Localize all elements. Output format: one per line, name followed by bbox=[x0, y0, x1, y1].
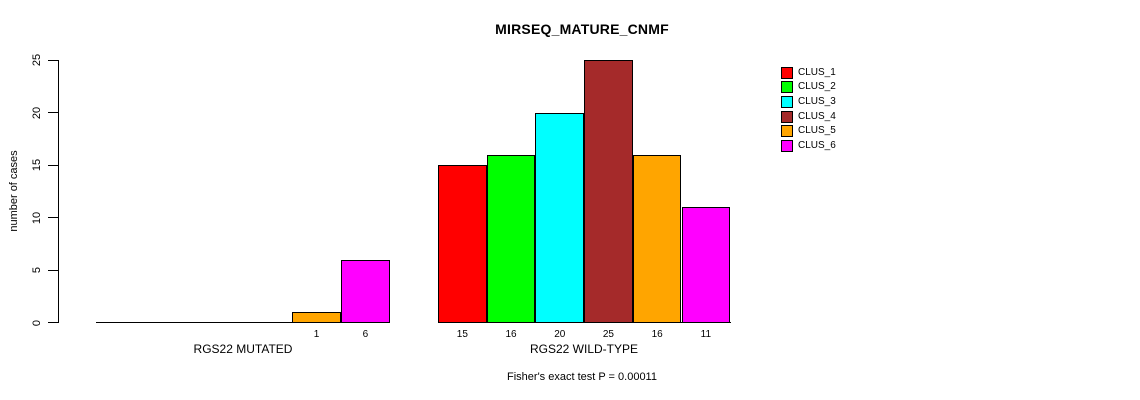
bar-value-label: 11 bbox=[700, 329, 712, 340]
legend-item-clus-5: CLUS_5 bbox=[781, 124, 836, 138]
bar-clus-6-group-0 bbox=[341, 259, 390, 323]
y-axis-tick-label: 15 bbox=[31, 158, 43, 172]
legend-item-clus-3: CLUS_3 bbox=[781, 95, 836, 109]
bar-clus-4-group-1 bbox=[584, 60, 633, 323]
y-axis-label: number of cases bbox=[8, 150, 20, 232]
legend-swatch-clus-4 bbox=[781, 110, 793, 123]
group-label-mutated: RGS22 MUTATED bbox=[193, 342, 293, 356]
legend-item-clus-6: CLUS_6 bbox=[781, 139, 836, 153]
y-axis-tick bbox=[48, 269, 59, 271]
legend-swatch-clus-6 bbox=[781, 139, 793, 152]
bar-value-label: 20 bbox=[554, 329, 566, 340]
bar-value-label: 25 bbox=[602, 329, 614, 340]
legend-label: CLUS_3 bbox=[798, 95, 836, 107]
y-axis-tick-label: 5 bbox=[31, 266, 43, 274]
y-axis-tick-label: 10 bbox=[31, 211, 43, 224]
legend-swatch-clus-2 bbox=[781, 81, 793, 94]
y-axis-tick bbox=[48, 217, 59, 218]
chart-title: MIRSEQ_MATURE_CNMF bbox=[495, 21, 669, 37]
y-axis-tick bbox=[48, 164, 59, 166]
group-label-wild-type: RGS22 WILD-TYPE bbox=[529, 342, 639, 356]
legend-label: CLUS_5 bbox=[798, 125, 836, 137]
bar-value-label: 16 bbox=[505, 329, 517, 340]
bar-clus-5-group-0 bbox=[292, 312, 341, 323]
legend-label: CLUS_2 bbox=[798, 81, 836, 93]
legend-item-clus-1: CLUS_1 bbox=[781, 66, 836, 80]
legend-swatch-clus-3 bbox=[781, 95, 793, 108]
legend-item-clus-2: CLUS_2 bbox=[781, 80, 836, 94]
y-axis-tick bbox=[48, 322, 59, 323]
legend-item-clus-4: CLUS_4 bbox=[781, 110, 836, 124]
y-axis-tick-label: 0 bbox=[31, 319, 43, 326]
legend-label: CLUS_1 bbox=[798, 66, 836, 78]
bar-clus-5-group-1 bbox=[632, 154, 682, 323]
bar-clus-3-group-1 bbox=[535, 112, 585, 323]
bar-clus-2-group-1 bbox=[486, 154, 536, 323]
y-axis-tick-label: 25 bbox=[31, 53, 43, 67]
bar-value-label: 6 bbox=[362, 329, 369, 340]
bar-value-label: 15 bbox=[456, 329, 468, 340]
y-axis-line bbox=[58, 60, 59, 323]
group-baseline bbox=[96, 322, 391, 323]
bar-clus-1-group-1 bbox=[438, 165, 487, 323]
legend-swatch-clus-1 bbox=[781, 66, 793, 79]
y-axis-tick bbox=[48, 112, 59, 113]
bar-value-label: 1 bbox=[313, 329, 320, 340]
legend-label: CLUS_4 bbox=[798, 110, 836, 122]
y-axis-tick bbox=[48, 59, 59, 61]
y-axis-tick-label: 20 bbox=[31, 106, 43, 119]
legend-swatch-clus-5 bbox=[781, 125, 793, 138]
fisher-test-annotation: Fisher's exact test P = 0.00011 bbox=[507, 371, 657, 383]
bar-clus-6-group-1 bbox=[681, 207, 731, 323]
legend-label: CLUS_6 bbox=[798, 139, 836, 151]
bar-value-label: 16 bbox=[651, 329, 663, 340]
